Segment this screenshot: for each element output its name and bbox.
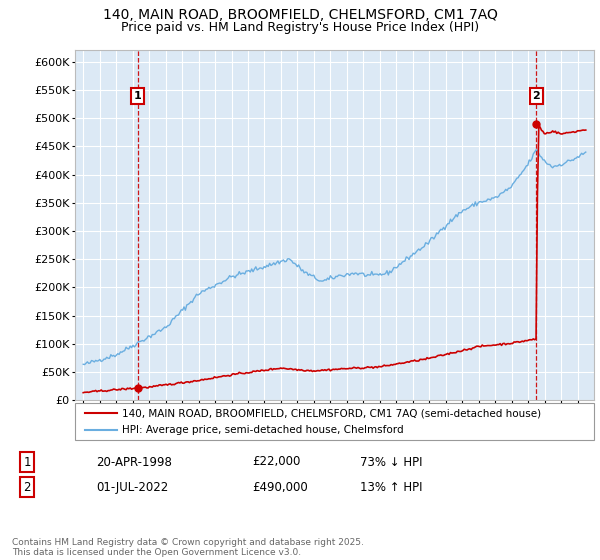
Text: £22,000: £22,000	[252, 455, 301, 469]
Text: 13% ↑ HPI: 13% ↑ HPI	[360, 480, 422, 494]
Text: 20-APR-1998: 20-APR-1998	[96, 455, 172, 469]
Text: 2: 2	[532, 91, 540, 101]
Text: 73% ↓ HPI: 73% ↓ HPI	[360, 455, 422, 469]
Text: 140, MAIN ROAD, BROOMFIELD, CHELMSFORD, CM1 7AQ: 140, MAIN ROAD, BROOMFIELD, CHELMSFORD, …	[103, 8, 497, 22]
Text: Price paid vs. HM Land Registry's House Price Index (HPI): Price paid vs. HM Land Registry's House …	[121, 21, 479, 34]
Text: £490,000: £490,000	[252, 480, 308, 494]
Text: 2: 2	[23, 480, 31, 494]
Text: HPI: Average price, semi-detached house, Chelmsford: HPI: Average price, semi-detached house,…	[122, 425, 403, 435]
Text: 1: 1	[23, 455, 31, 469]
Text: 01-JUL-2022: 01-JUL-2022	[96, 480, 168, 494]
Text: 140, MAIN ROAD, BROOMFIELD, CHELMSFORD, CM1 7AQ (semi-detached house): 140, MAIN ROAD, BROOMFIELD, CHELMSFORD, …	[122, 408, 541, 418]
Text: Contains HM Land Registry data © Crown copyright and database right 2025.
This d: Contains HM Land Registry data © Crown c…	[12, 538, 364, 557]
Text: 1: 1	[134, 91, 142, 101]
